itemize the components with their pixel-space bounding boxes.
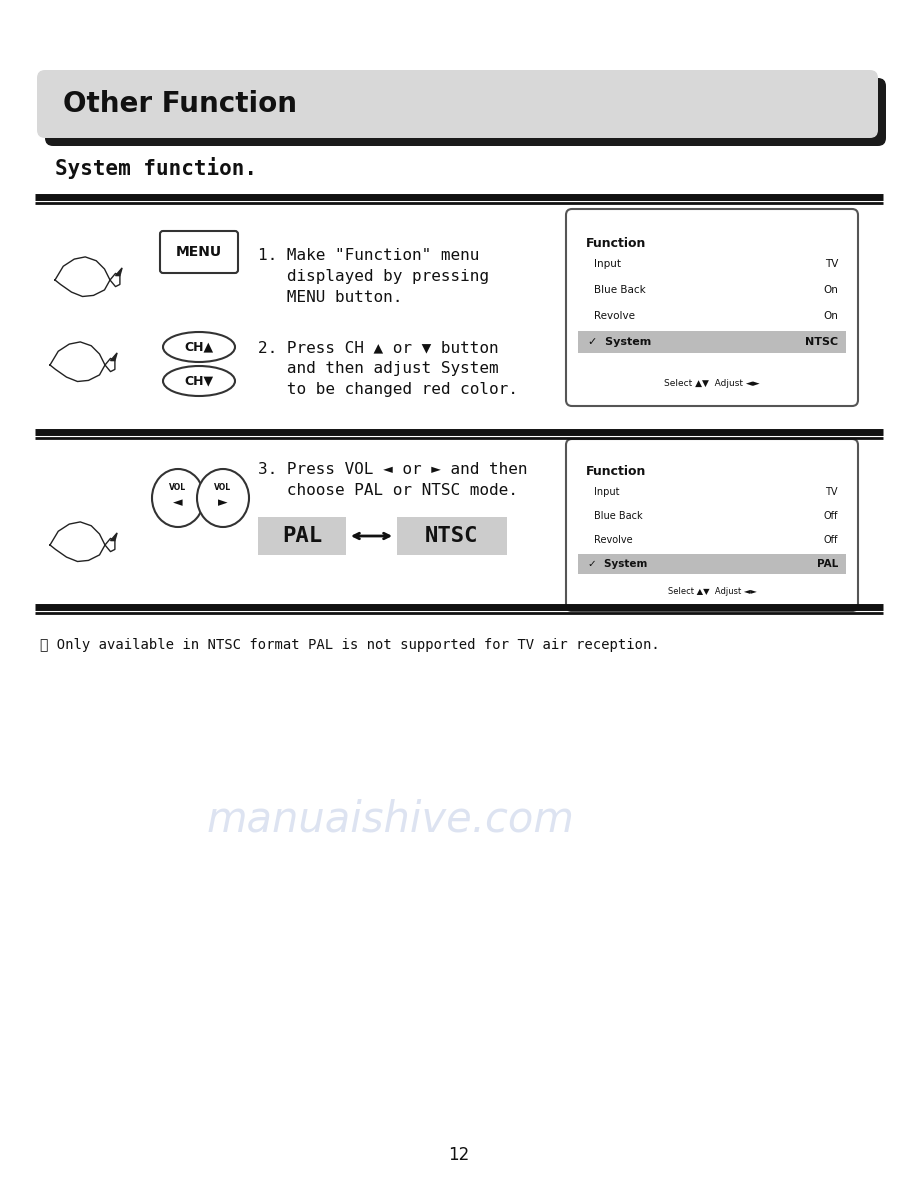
Text: Input: Input	[594, 259, 621, 268]
Text: 1. Make "Function" menu
   displayed by pressing
   MENU button.: 1. Make "Function" menu displayed by pre…	[258, 248, 489, 305]
Text: VOL: VOL	[215, 484, 231, 493]
Text: CH▲: CH▲	[185, 341, 214, 354]
Bar	[258, 517, 346, 555]
Text: Function: Function	[586, 465, 646, 478]
Ellipse shape	[163, 331, 235, 362]
Text: ►: ►	[218, 497, 228, 510]
Text: manuaishive.com: manuaishive.com	[206, 800, 574, 841]
FancyBboxPatch shape	[566, 209, 858, 406]
Text: Off: Off	[823, 511, 838, 522]
Text: Input: Input	[594, 487, 620, 497]
Text: PAL: PAL	[282, 526, 322, 546]
Text: Select ▲▼  Adjust ◄►: Select ▲▼ Adjust ◄►	[667, 587, 756, 595]
FancyBboxPatch shape	[45, 78, 886, 146]
Text: Revolve: Revolve	[594, 311, 635, 321]
Text: 12: 12	[448, 1146, 470, 1164]
Text: Off: Off	[823, 535, 838, 545]
Polygon shape	[116, 268, 122, 276]
Text: PAL: PAL	[817, 560, 838, 569]
Text: ◄: ◄	[174, 497, 183, 510]
Ellipse shape	[163, 366, 235, 396]
Text: On: On	[823, 311, 838, 321]
FancyBboxPatch shape	[37, 70, 878, 138]
Text: ✓  System: ✓ System	[588, 560, 647, 569]
Polygon shape	[105, 538, 115, 551]
Text: System function.: System function.	[55, 157, 257, 179]
Text: ✓  System: ✓ System	[588, 337, 651, 347]
Text: TV: TV	[824, 259, 838, 268]
Bar	[397, 517, 507, 555]
Polygon shape	[110, 273, 120, 286]
Text: ※ Only available in NTSC format PAL is not supported for TV air reception.: ※ Only available in NTSC format PAL is n…	[40, 638, 660, 652]
Polygon shape	[110, 533, 118, 541]
Text: MENU: MENU	[176, 245, 222, 259]
Text: On: On	[823, 285, 838, 295]
FancyBboxPatch shape	[160, 230, 238, 273]
Polygon shape	[50, 342, 105, 381]
Polygon shape	[50, 522, 105, 562]
Bar	[578, 554, 846, 574]
Text: TV: TV	[825, 487, 838, 497]
Polygon shape	[110, 353, 118, 361]
Ellipse shape	[152, 469, 204, 527]
Text: NTSC: NTSC	[425, 526, 479, 546]
Text: 3. Press VOL ◄ or ► and then
   choose PAL or NTSC mode.: 3. Press VOL ◄ or ► and then choose PAL …	[258, 462, 528, 498]
Text: NTSC: NTSC	[805, 337, 838, 347]
Text: VOL: VOL	[170, 484, 186, 493]
Text: Other Function: Other Function	[63, 90, 297, 118]
Polygon shape	[105, 359, 115, 372]
FancyBboxPatch shape	[566, 440, 858, 611]
Text: Revolve: Revolve	[594, 535, 633, 545]
Text: CH▼: CH▼	[185, 374, 214, 387]
Text: Function: Function	[586, 236, 646, 249]
Polygon shape	[55, 257, 110, 297]
Ellipse shape	[197, 469, 249, 527]
Text: Blue Back: Blue Back	[594, 285, 645, 295]
Text: 2. Press CH ▲ or ▼ button
   and then adjust System
   to be changed red color.: 2. Press CH ▲ or ▼ button and then adjus…	[258, 340, 518, 397]
Text: Select ▲▼  Adjust ◄►: Select ▲▼ Adjust ◄►	[665, 379, 760, 388]
Bar	[578, 331, 846, 353]
Text: Blue Back: Blue Back	[594, 511, 643, 522]
